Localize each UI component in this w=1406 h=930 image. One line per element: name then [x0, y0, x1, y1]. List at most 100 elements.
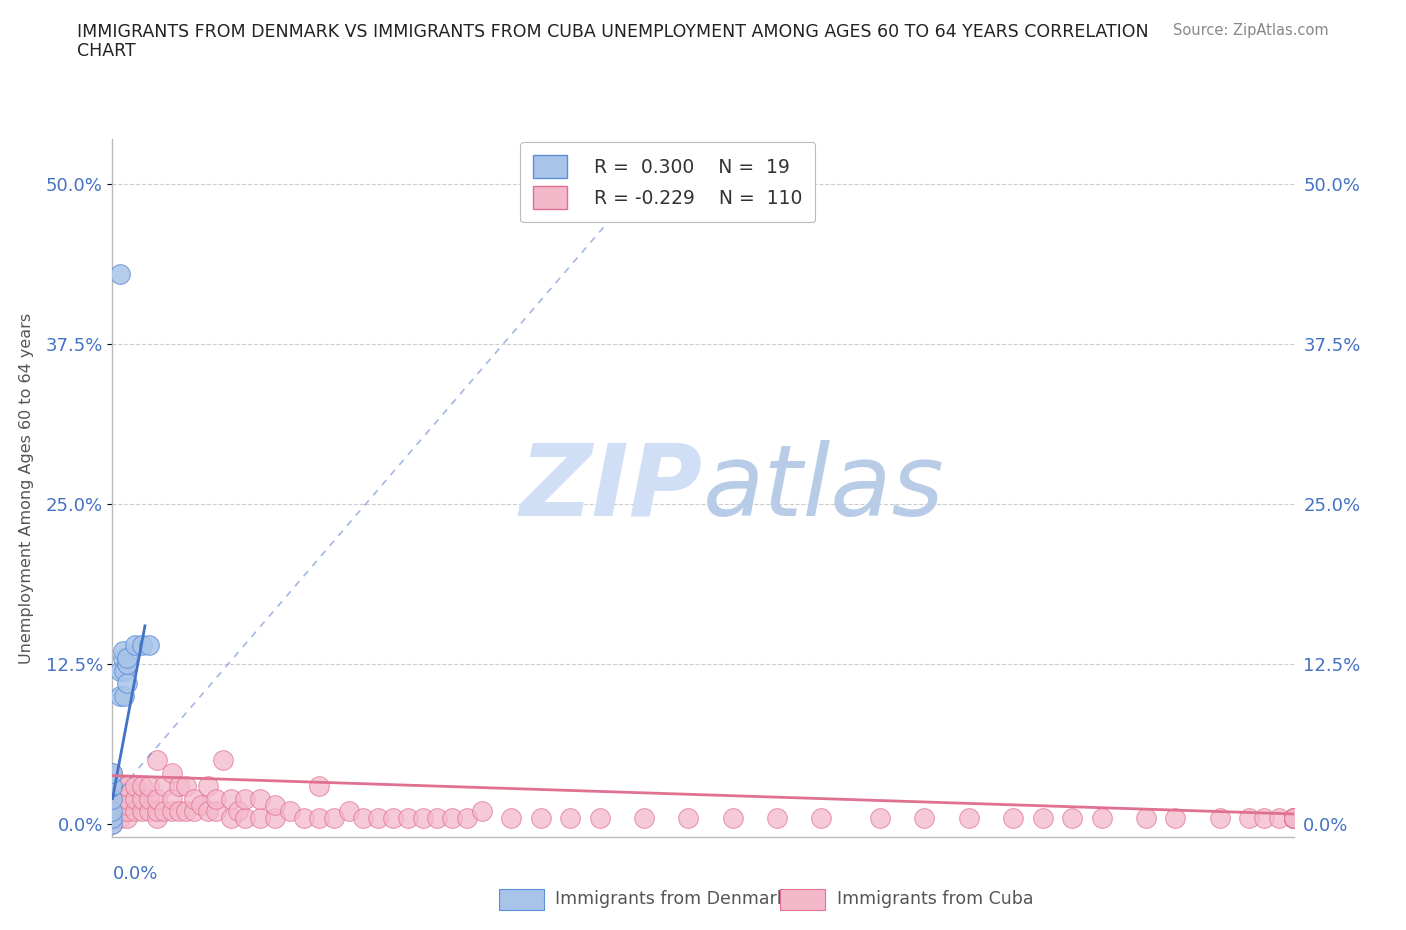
Point [588, 810, 610, 825]
Point [1135, 810, 1157, 825]
Point [124, 804, 146, 818]
Point [101, 765, 124, 780]
Point [308, 778, 330, 793]
Point [1268, 810, 1291, 825]
Point [190, 798, 212, 813]
Point [146, 804, 169, 818]
Point [1282, 810, 1305, 825]
Text: 0.300: 0.300 [603, 163, 657, 181]
Point [167, 804, 190, 818]
Point [108, 663, 131, 678]
Point [101, 798, 124, 813]
Point [219, 791, 242, 806]
Point [529, 810, 551, 825]
Point [124, 638, 146, 653]
Point [869, 810, 891, 825]
Point [117, 650, 138, 665]
Point [108, 689, 131, 704]
Text: IMMIGRANTS FROM DENMARK VS IMMIGRANTS FROM CUBA UNEMPLOYMENT AMONG AGES 60 TO 64: IMMIGRANTS FROM DENMARK VS IMMIGRANTS FR… [77, 23, 1149, 41]
Point [108, 804, 131, 818]
Point [1282, 810, 1305, 825]
Point [101, 778, 124, 793]
Point [146, 752, 169, 767]
Point [1164, 810, 1187, 825]
Point [146, 810, 169, 825]
Point [456, 810, 478, 825]
Point [117, 804, 138, 818]
Point [1282, 810, 1305, 825]
Text: 19: 19 [735, 163, 759, 181]
Point [117, 791, 138, 806]
Point [153, 778, 176, 793]
Point [1282, 810, 1305, 825]
Point [1282, 810, 1305, 825]
Point [1253, 810, 1275, 825]
Point [914, 810, 936, 825]
Point [131, 778, 153, 793]
Point [1282, 810, 1305, 825]
Point [278, 804, 301, 818]
Text: -0.229: -0.229 [595, 186, 654, 206]
Point [249, 791, 271, 806]
Text: Immigrants from Cuba: Immigrants from Cuba [837, 890, 1033, 909]
Point [138, 791, 160, 806]
Point [160, 791, 183, 806]
Point [1032, 810, 1054, 825]
Point [108, 266, 131, 281]
Point [1282, 810, 1305, 825]
Point [1282, 810, 1305, 825]
Point [131, 804, 153, 818]
Point [108, 791, 131, 806]
Point [226, 804, 249, 818]
Point [101, 804, 124, 818]
Point [352, 810, 374, 825]
Text: atlas: atlas [703, 440, 945, 537]
Point [138, 804, 160, 818]
Point [1239, 810, 1261, 825]
Point [233, 810, 256, 825]
Point [633, 810, 655, 825]
Point [111, 650, 134, 665]
Point [101, 817, 124, 831]
Point [117, 778, 138, 793]
Point [1001, 810, 1024, 825]
Point [146, 791, 169, 806]
Point [108, 810, 131, 825]
Point [1062, 810, 1084, 825]
Point [101, 765, 124, 780]
Point [108, 778, 131, 793]
Point [101, 791, 124, 806]
Point [721, 810, 744, 825]
Point [382, 810, 405, 825]
Text: Immigrants from Denmark: Immigrants from Denmark [555, 890, 787, 909]
Point [249, 810, 271, 825]
Text: Source: ZipAtlas.com: Source: ZipAtlas.com [1173, 23, 1329, 38]
Point [101, 804, 124, 818]
Text: 110: 110 [735, 186, 770, 206]
Point [1282, 810, 1305, 825]
Point [1282, 810, 1305, 825]
Point [308, 810, 330, 825]
Text: ZIP: ZIP [520, 440, 703, 537]
Point [131, 638, 153, 653]
Point [396, 810, 419, 825]
Point [101, 785, 124, 800]
Point [233, 791, 256, 806]
Point [101, 791, 124, 806]
Point [205, 791, 228, 806]
Point [160, 804, 183, 818]
Text: CHART: CHART [77, 42, 136, 60]
Point [1282, 810, 1305, 825]
Point [810, 810, 832, 825]
Point [558, 810, 582, 825]
Text: 0.0%: 0.0% [112, 865, 157, 883]
Point [212, 752, 235, 767]
Point [1282, 810, 1305, 825]
Point [101, 810, 124, 825]
Point [1091, 810, 1114, 825]
Point [441, 810, 464, 825]
Point [1282, 810, 1305, 825]
Point [197, 804, 219, 818]
Point [160, 765, 183, 780]
Point [174, 804, 197, 818]
